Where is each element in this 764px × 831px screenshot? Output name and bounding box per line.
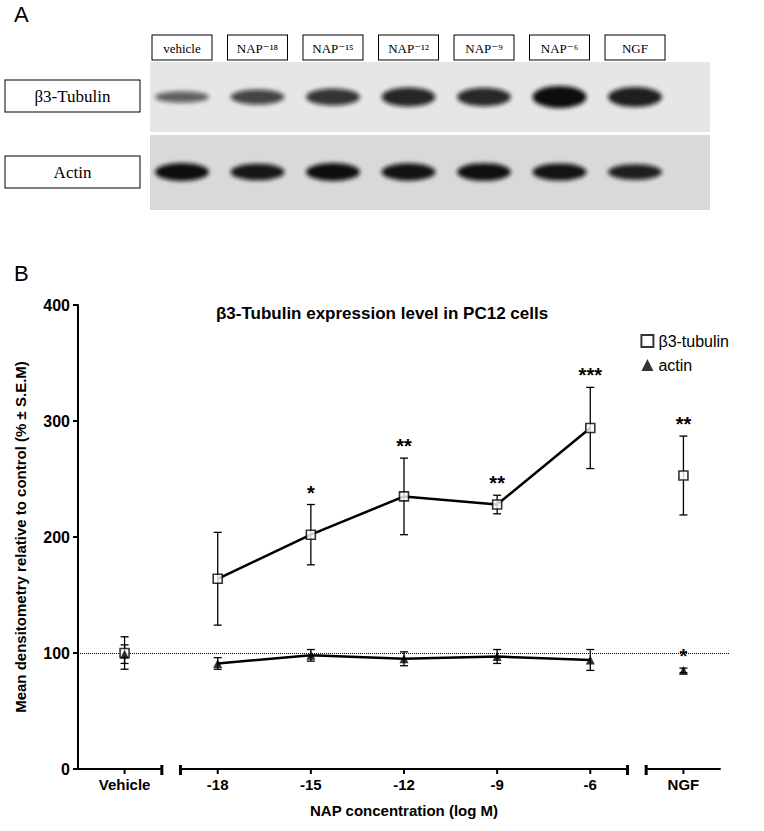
svg-text:300: 300 xyxy=(43,413,70,430)
svg-text:**: ** xyxy=(489,472,505,494)
svg-text:100: 100 xyxy=(43,645,70,662)
svg-text:Mean densitometry relative to: Mean densitometry relative to control (%… xyxy=(12,361,29,713)
svg-text:NAP⁻¹²: NAP⁻¹² xyxy=(388,41,429,56)
svg-text:Vehicle: Vehicle xyxy=(99,776,151,793)
svg-text:-18: -18 xyxy=(207,776,229,793)
svg-text:NAP⁻⁶: NAP⁻⁶ xyxy=(541,41,578,56)
svg-text:β3-tubulin: β3-tubulin xyxy=(658,333,729,350)
svg-text:B: B xyxy=(14,261,29,286)
svg-text:*: * xyxy=(307,482,315,504)
svg-text:NGF: NGF xyxy=(622,41,648,56)
svg-text:-9: -9 xyxy=(490,776,503,793)
svg-text:400: 400 xyxy=(43,297,70,314)
svg-text:NAP concentration (log M): NAP concentration (log M) xyxy=(310,802,498,819)
svg-text:-15: -15 xyxy=(300,776,322,793)
svg-text:-12: -12 xyxy=(393,776,415,793)
svg-text:NAP⁻¹⁵: NAP⁻¹⁵ xyxy=(312,41,353,56)
svg-text:0: 0 xyxy=(61,761,70,778)
svg-text:**: ** xyxy=(396,435,412,457)
svg-text:200: 200 xyxy=(43,529,70,546)
svg-text:NAP⁻⁹: NAP⁻⁹ xyxy=(465,41,503,56)
svg-text:β3-Tubulin: β3-Tubulin xyxy=(34,87,111,106)
svg-text:-6: -6 xyxy=(584,776,597,793)
svg-text:*: * xyxy=(680,645,688,667)
svg-text:A: A xyxy=(14,2,29,27)
svg-text:β3-Tubulin expression level in: β3-Tubulin expression level in PC12 cell… xyxy=(216,304,548,323)
svg-text:Actin: Actin xyxy=(54,163,92,182)
svg-text:NGF: NGF xyxy=(668,776,700,793)
svg-text:actin: actin xyxy=(658,357,692,374)
svg-text:***: *** xyxy=(579,364,603,386)
svg-text:vehicle: vehicle xyxy=(163,41,201,56)
svg-text:NAP⁻¹⁸: NAP⁻¹⁸ xyxy=(237,41,279,56)
svg-text:**: ** xyxy=(676,413,692,435)
